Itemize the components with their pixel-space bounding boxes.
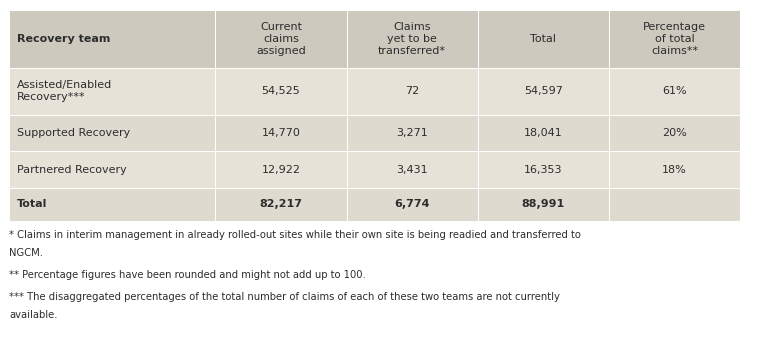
Text: Supported Recovery: Supported Recovery <box>17 128 130 138</box>
Text: 61%: 61% <box>662 86 687 96</box>
Text: available.: available. <box>9 310 58 321</box>
Bar <box>215 10 346 68</box>
Text: * Claims in interim management in already rolled-out sites while their own site : * Claims in interim management in alread… <box>9 230 581 240</box>
Text: 72: 72 <box>405 86 419 96</box>
Bar <box>478 68 609 115</box>
Bar <box>215 188 346 221</box>
Bar <box>346 115 478 151</box>
Bar <box>609 188 740 221</box>
Bar <box>346 10 478 68</box>
Text: Total: Total <box>530 34 556 44</box>
Text: 18,041: 18,041 <box>524 128 563 138</box>
Bar <box>9 151 215 188</box>
Bar <box>609 68 740 115</box>
Bar <box>478 10 609 68</box>
Bar <box>215 68 346 115</box>
Text: 6,774: 6,774 <box>394 199 430 209</box>
Text: Recovery team: Recovery team <box>17 34 111 44</box>
Text: Claims
yet to be
transferred*: Claims yet to be transferred* <box>378 22 446 56</box>
Bar <box>609 115 740 151</box>
Bar <box>9 10 215 68</box>
Text: 88,991: 88,991 <box>521 199 565 209</box>
Bar <box>478 151 609 188</box>
Bar <box>215 115 346 151</box>
Bar <box>478 115 609 151</box>
Text: Current
claims
assigned: Current claims assigned <box>256 22 306 56</box>
Text: 14,770: 14,770 <box>261 128 300 138</box>
Text: Partnered Recovery: Partnered Recovery <box>17 165 127 175</box>
Text: 18%: 18% <box>662 165 687 175</box>
Text: 82,217: 82,217 <box>260 199 303 209</box>
Text: Total: Total <box>17 199 48 209</box>
Text: 3,431: 3,431 <box>396 165 428 175</box>
Text: 54,597: 54,597 <box>524 86 563 96</box>
Bar <box>346 68 478 115</box>
Bar <box>215 151 346 188</box>
Text: 12,922: 12,922 <box>261 165 300 175</box>
Text: 16,353: 16,353 <box>524 165 562 175</box>
Text: 54,525: 54,525 <box>262 86 300 96</box>
Bar <box>609 10 740 68</box>
Bar <box>9 115 215 151</box>
Bar <box>609 151 740 188</box>
Text: NGCM.: NGCM. <box>9 248 43 258</box>
Text: Percentage
of total
claims**: Percentage of total claims** <box>643 22 706 56</box>
Text: 3,271: 3,271 <box>396 128 428 138</box>
Bar <box>9 188 215 221</box>
Bar <box>346 188 478 221</box>
Bar <box>478 188 609 221</box>
Text: *** The disaggregated percentages of the total number of claims of each of these: *** The disaggregated percentages of the… <box>9 292 560 302</box>
Text: Assisted/Enabled
Recovery***: Assisted/Enabled Recovery*** <box>17 80 112 102</box>
Bar <box>346 151 478 188</box>
Bar <box>9 68 215 115</box>
Text: ** Percentage figures have been rounded and might not add up to 100.: ** Percentage figures have been rounded … <box>9 270 366 280</box>
Text: 20%: 20% <box>662 128 687 138</box>
